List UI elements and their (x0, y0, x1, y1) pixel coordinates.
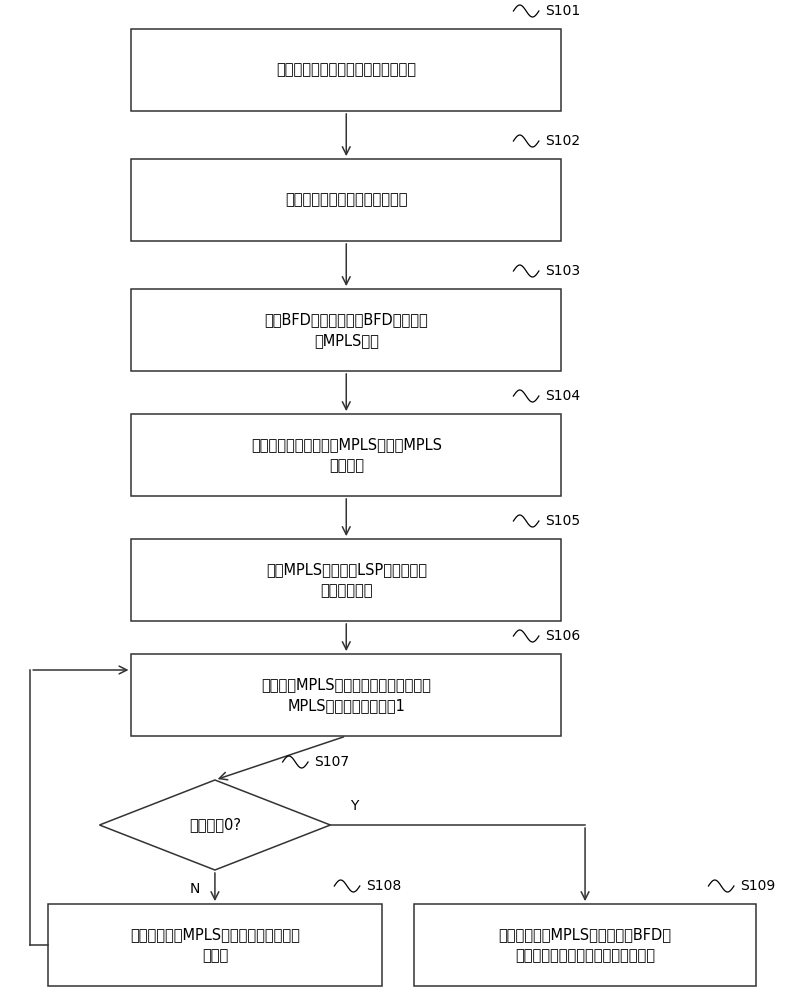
Text: S105: S105 (545, 514, 580, 528)
Text: 获取第一节点到第二节点的跳数: 获取第一节点到第二节点的跳数 (285, 192, 408, 208)
Bar (131, 29, 561, 111)
Text: 接收到该MPLS报文的当前节点将记录在
MPLS标签头中的跳数减1: 接收到该MPLS报文的当前节点将记录在 MPLS标签头中的跳数减1 (261, 677, 431, 713)
Text: 当前节点将该MPLS报文发送给其当前下
游节点: 当前节点将该MPLS报文发送给其当前下 游节点 (130, 927, 300, 963)
Text: 该跳数为0?: 该跳数为0? (189, 818, 241, 832)
Text: S106: S106 (545, 629, 580, 643)
Text: N: N (189, 882, 201, 896)
Bar (131, 654, 561, 736)
Text: S107: S107 (314, 755, 349, 769)
Text: Y: Y (350, 799, 359, 813)
Text: 将该MPLS报文沿主LSP路径方向从
第一节点发出: 将该MPLS报文沿主LSP路径方向从 第一节点发出 (266, 562, 427, 598)
Text: 获得本次检测的第一节点和第二节点: 获得本次检测的第一节点和第二节点 (276, 62, 416, 78)
Bar (131, 539, 561, 621)
Bar (414, 904, 756, 986)
Text: S109: S109 (740, 879, 775, 893)
Text: S101: S101 (545, 4, 580, 18)
Text: S102: S102 (545, 134, 580, 148)
Text: S104: S104 (545, 389, 580, 403)
Bar (131, 289, 561, 371)
Text: 将获得的跳数记录在该MPLS报文的MPLS
标签头中: 将获得的跳数记录在该MPLS报文的MPLS 标签头中 (251, 437, 442, 473)
Text: 构造BFD报文，并将该BFD报文封装
为MPLS报文: 构造BFD报文，并将该BFD报文封装 为MPLS报文 (264, 312, 428, 348)
Polygon shape (100, 780, 330, 870)
Text: S103: S103 (545, 264, 580, 278)
Text: S108: S108 (366, 879, 401, 893)
Text: 当前节点去除MPLS封装，提取BFD报
文，进行故障检测得到故障检测结果: 当前节点去除MPLS封装，提取BFD报 文，进行故障检测得到故障检测结果 (498, 927, 672, 963)
Bar (131, 414, 561, 496)
Bar (48, 904, 382, 986)
Bar (131, 159, 561, 241)
